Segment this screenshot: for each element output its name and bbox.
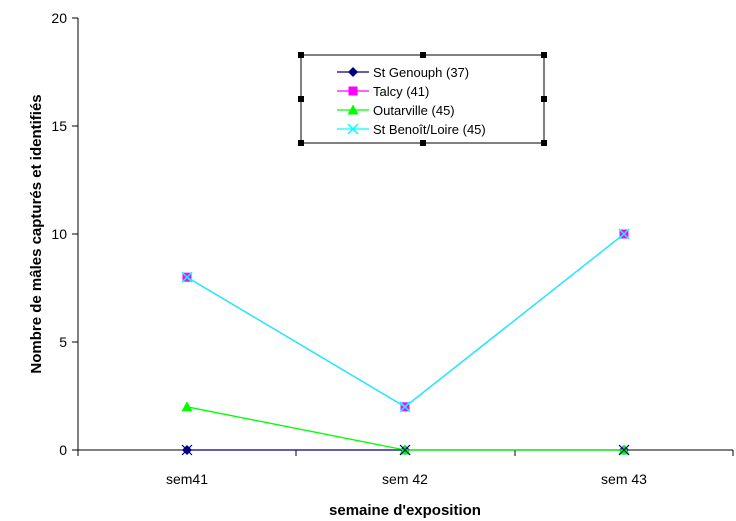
- data-point: [347, 104, 359, 115]
- y-tick-label: 10: [51, 226, 67, 242]
- series-line: [186, 406, 624, 451]
- series-line: [186, 233, 625, 408]
- legend-resize-handle[interactable]: [298, 140, 304, 146]
- data-point: [618, 228, 630, 240]
- series-talcy-41: [182, 229, 629, 412]
- series-st-beno-t-loire-45: [181, 228, 630, 413]
- y-tick-label: 5: [59, 334, 67, 350]
- legend-item: St Benoît/Loire (45): [337, 122, 486, 137]
- data-point: [348, 67, 358, 77]
- y-axis-title: Nombre de mâles capturés et identifiés: [28, 94, 45, 373]
- legend-resize-handle[interactable]: [420, 140, 426, 146]
- data-point: [181, 401, 193, 412]
- x-tick-label: sem 43: [601, 471, 647, 487]
- data-point: [181, 271, 193, 283]
- x-axis-ticks: sem41 sem 42 sem 43: [77, 450, 734, 487]
- data-point: [399, 401, 411, 413]
- legend-label: Talcy (41): [373, 84, 429, 99]
- data-point: [347, 123, 359, 135]
- legend-items: St Genouph (37) Talcy (41) Outarville (45)…: [337, 65, 486, 137]
- x-tick-label: sem 42: [382, 471, 428, 487]
- legend-label: St Benoît/Loire (45): [373, 122, 486, 137]
- data-point-overlay: [181, 444, 193, 456]
- legend[interactable]: St Genouph (37) Talcy (41) Outarville (45)…: [298, 52, 547, 146]
- legend-selection-handles[interactable]: [298, 52, 547, 146]
- x-axis-title: semaine d'exposition: [329, 502, 481, 519]
- x-tick-label: sem41: [166, 471, 208, 487]
- data-point-overlay: [399, 444, 411, 456]
- y-axis-ticks: 0 5 10 15 20: [51, 10, 78, 458]
- legend-item: Outarville (45): [337, 103, 455, 118]
- y-tick-label: 20: [51, 10, 67, 26]
- legend-label: Outarville (45): [373, 103, 455, 118]
- legend-resize-handle[interactable]: [541, 52, 547, 58]
- legend-item: Talcy (41): [337, 84, 429, 99]
- legend-resize-handle[interactable]: [541, 96, 547, 102]
- series-st-genouph-markers-top: [181, 444, 630, 456]
- y-tick-label: 0: [59, 442, 67, 458]
- legend-resize-handle[interactable]: [298, 96, 304, 102]
- legend-resize-handle[interactable]: [541, 140, 547, 146]
- legend-resize-handle[interactable]: [298, 52, 304, 58]
- data-point-overlay: [618, 444, 630, 456]
- legend-resize-handle[interactable]: [420, 52, 426, 58]
- data-point: [348, 86, 358, 96]
- series-line: [186, 233, 625, 408]
- legend-item: St Genouph (37): [337, 65, 469, 80]
- series-layer: [181, 228, 630, 456]
- y-tick-label: 15: [51, 118, 67, 134]
- legend-label: St Genouph (37): [373, 65, 469, 80]
